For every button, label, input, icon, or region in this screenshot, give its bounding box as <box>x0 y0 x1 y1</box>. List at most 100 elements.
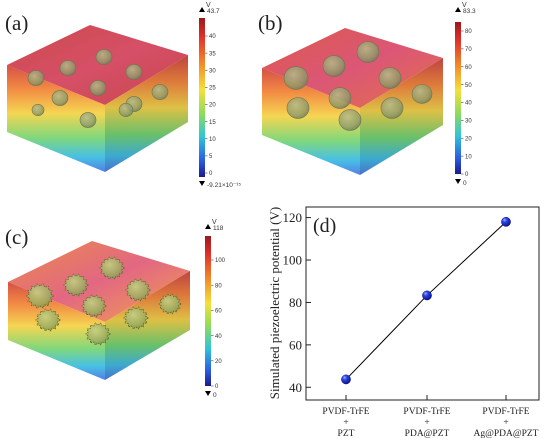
panel-c-label: (c) <box>5 225 28 249</box>
panel-a-left-face <box>7 65 105 172</box>
panel-a-particles <box>27 49 169 128</box>
particle <box>123 306 149 330</box>
particle <box>380 97 404 119</box>
colorbar-tick-label: 20 <box>209 103 216 109</box>
particle <box>31 104 45 117</box>
panel-b-particles <box>283 41 433 131</box>
panel-a-min-arrow-icon <box>199 181 205 186</box>
particle <box>125 64 143 80</box>
colorbar-tick-label: 60 <box>215 309 222 315</box>
panel-d-label: (d) <box>313 215 336 237</box>
panel-c-left-face <box>8 282 105 380</box>
particle <box>79 112 97 128</box>
panel-a-block <box>7 25 188 172</box>
y-tick-label: 100 <box>283 253 303 268</box>
y-tick-label: 40 <box>289 380 302 395</box>
colorbar-tick-label: 15 <box>209 120 216 126</box>
panel-c: (c) V 118 100 80 60 40 20 0 0 <box>5 219 226 399</box>
panel-b-colorbar-unit: V <box>462 2 467 9</box>
colorbar-tick-label: 30 <box>465 119 472 125</box>
colorbar-tick-label: 80 <box>215 283 222 289</box>
colorbar-tick-label: 100 <box>215 258 226 264</box>
panel-c-colorbar: V 118 100 80 60 40 20 0 0 <box>205 219 226 399</box>
particle <box>378 67 402 89</box>
colorbar-tick-label: 25 <box>209 86 216 92</box>
particle <box>125 278 151 302</box>
colorbar-tick-label: 80 <box>465 29 472 35</box>
panel-b-top-face <box>262 28 443 108</box>
colorbar-tick-label: 20 <box>215 359 222 365</box>
y-tick-label: 60 <box>289 337 302 352</box>
panel-a-colorbar-gradient <box>199 18 205 177</box>
chart-x-ticks: PVDF-TrFE + PZT PVDF-TrFE + PDA@PZT PVDF-TrFE +… <box>322 395 539 439</box>
panel-b-label: (b) <box>258 11 283 35</box>
panel-a-colorbar-min: -9.21×10⁻¹⁵ <box>207 182 241 189</box>
panel-b-block <box>262 28 443 175</box>
colorbar-tick-label: 0 <box>209 171 213 177</box>
panel-b-colorbar: V 83.3 80 70 60 50 40 30 20 10 0 0 <box>455 2 476 187</box>
panel-b-colorbar-gradient <box>455 22 461 174</box>
particle <box>411 84 433 104</box>
panel-a-colorbar-max: 43.7 <box>207 8 220 15</box>
panel-c-max-arrow-icon <box>205 224 211 229</box>
particle <box>27 70 45 86</box>
panel-c-colorbar-ticks: 100 80 60 40 20 0 <box>211 258 226 390</box>
panel-a-colorbar-ticks: 40 35 30 25 20 15 10 5 0 <box>205 34 216 177</box>
particle <box>283 66 309 90</box>
chart-y-ticks: 40 60 80 100 120 <box>283 210 311 395</box>
particle <box>63 273 89 297</box>
panel-a-right-face <box>105 55 188 172</box>
chart-plot-frame <box>305 206 540 401</box>
x-tick-label: PVDF-TrFE + PZT <box>322 407 369 439</box>
particle <box>328 87 352 109</box>
colorbar-tick-label: 70 <box>465 47 472 53</box>
particle <box>95 49 113 65</box>
panel-c-colorbar-max: 118 <box>213 225 224 232</box>
colorbar-tick-label: 20 <box>465 136 472 142</box>
colorbar-tick-label: 0 <box>215 384 219 390</box>
panel-c-min-arrow-icon <box>205 391 211 396</box>
colorbar-tick-label: 0 <box>465 172 469 178</box>
panel-a: (a) V 43.7 40 35 30 25 20 15 10 5 0 -9.21×10⁻¹⁵ <box>5 2 241 189</box>
colorbar-tick-label: 40 <box>209 34 216 40</box>
panel-c-particles <box>25 256 182 346</box>
particle <box>356 41 380 63</box>
panel-b-max-arrow-icon <box>455 7 461 12</box>
colorbar-tick-label: 10 <box>209 137 216 143</box>
particle <box>118 103 134 117</box>
particle <box>151 84 169 100</box>
colorbar-tick-label: 5 <box>209 154 213 160</box>
y-tick-label: 120 <box>283 210 303 225</box>
panel-c-colorbar-min: 0 <box>213 392 217 399</box>
particle <box>85 322 111 346</box>
panel-b-min-arrow-icon <box>455 179 461 184</box>
particle <box>322 55 346 77</box>
panel-b-colorbar-ticks: 80 70 60 50 40 30 20 10 0 <box>461 29 472 178</box>
colorbar-tick-label: 30 <box>209 68 216 74</box>
panel-a-max-arrow-icon <box>199 7 205 12</box>
data-point <box>501 216 511 227</box>
particle <box>51 90 69 106</box>
panel-a-top-face <box>7 25 188 105</box>
chart-y-axis-label: Simulated piezoelectric potential (V) <box>267 207 282 399</box>
panel-a-colorbar-unit: V <box>206 2 211 9</box>
x-tick-label: PVDF-TrFE + Ag@PDA@PZT <box>473 407 538 439</box>
panel-b-colorbar-min: 0 <box>463 180 467 187</box>
data-point <box>341 374 351 385</box>
chart-series <box>341 216 511 385</box>
particle <box>338 109 362 131</box>
particle <box>89 80 107 96</box>
particle <box>35 308 61 332</box>
series-line <box>345 221 507 380</box>
particle <box>286 97 310 119</box>
panel-c-colorbar-gradient <box>205 236 211 386</box>
y-tick-label: 80 <box>289 295 302 310</box>
panel-a-label: (a) <box>5 11 28 35</box>
x-tick-label: PVDF-TrFE + PDA@PZT <box>403 407 450 439</box>
colorbar-tick-label: 40 <box>215 334 222 340</box>
panel-d-chart: (d) Simulated piezoelectric potential (V… <box>267 206 540 439</box>
particle <box>81 294 107 318</box>
panel-a-colorbar: V 43.7 40 35 30 25 20 15 10 5 0 -9.21×10⁻¹⁵ <box>199 2 241 189</box>
panel-b-left-face <box>262 68 360 175</box>
